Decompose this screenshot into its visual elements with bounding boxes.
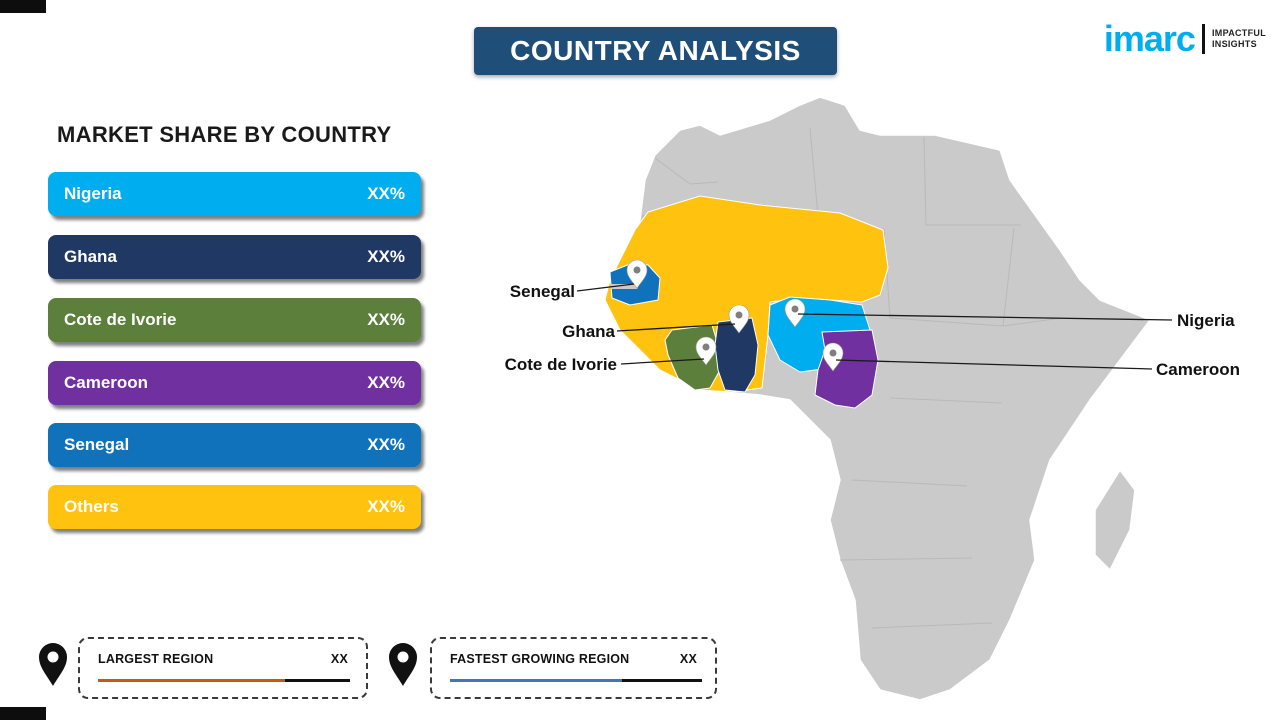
- market-share-bar-ghana: Ghana XX%: [48, 235, 421, 279]
- bar-label: Others: [64, 497, 119, 516]
- map-label-nigeria: Nigeria: [1177, 311, 1235, 330]
- largest-region-line: [98, 679, 350, 682]
- bar-value: XX%: [367, 310, 405, 329]
- corner-mark-bottom-left: [0, 707, 46, 720]
- map-region-ghana: [714, 317, 759, 393]
- map-region-cameroon: [814, 329, 879, 409]
- map-label-cote-de-ivorie: Cote de Ivorie: [504, 355, 617, 374]
- page-title: COUNTRY ANALYSIS: [510, 35, 801, 66]
- map-label-senegal: Senegal: [509, 282, 575, 301]
- map-label-ghana: Ghana: [562, 322, 615, 341]
- fastest-growing-region-line: [450, 679, 702, 682]
- country-borders: [641, 127, 1063, 629]
- imarc-wordmark: imarc: [1103, 18, 1196, 59]
- bar-label: Cameroon: [64, 373, 149, 392]
- logo-tagline-line1: IMPACTFUL: [1211, 28, 1266, 38]
- imarc-logo: imarc IMPACTFUL INSIGHTS: [1103, 18, 1266, 59]
- largest-region-legend: LARGEST REGION XX: [78, 637, 368, 699]
- market-share-bar-cote-de-ivorie: Cote de Ivorie XX%: [48, 298, 421, 342]
- map-pin-senegal: [626, 259, 648, 289]
- map-pin-cote-de-ivorie: [695, 336, 717, 366]
- logo-tagline: IMPACTFUL INSIGHTS: [1212, 28, 1266, 50]
- market-share-bar-nigeria: Nigeria XX%: [48, 172, 421, 216]
- fastest-growing-region-pin-icon: [389, 643, 417, 686]
- corner-mark-top-left: [0, 0, 46, 13]
- largest-region-value: XX: [330, 652, 348, 666]
- bar-value: XX%: [367, 435, 405, 454]
- market-share-bar-others: Others XX%: [48, 485, 421, 529]
- africa-continent-shape: [604, 96, 1151, 701]
- largest-region-label: LARGEST REGION: [98, 652, 214, 666]
- fastest-growing-region-label: FASTEST GROWING REGION: [450, 652, 630, 666]
- map-label-cameroon: Cameroon: [1156, 360, 1241, 379]
- gambia-strip: [610, 284, 638, 289]
- bar-label: Senegal: [64, 435, 130, 454]
- bar-value: XX%: [367, 373, 405, 392]
- market-share-bar-cameroon: Cameroon XX%: [48, 361, 421, 405]
- largest-region-pin-icon: [39, 643, 67, 686]
- bar-label: Ghana: [64, 247, 117, 266]
- fastest-growing-region-value: XX: [679, 652, 697, 666]
- title-banner: COUNTRY ANALYSIS: [474, 27, 837, 75]
- madagascar-shape: [1094, 469, 1136, 571]
- market-share-heading: MARKET SHARE BY COUNTRY: [57, 122, 392, 147]
- bar-value: XX%: [367, 497, 405, 516]
- fastest-growing-region-legend: FASTEST GROWING REGION XX: [430, 637, 717, 699]
- bar-value: XX%: [367, 247, 405, 266]
- logo-divider: [1201, 24, 1205, 54]
- bar-label: Cote de Ivorie: [64, 310, 177, 329]
- market-share-bar-senegal: Senegal XX%: [48, 423, 421, 467]
- africa-map: [604, 96, 1151, 701]
- logo-tagline-line2: INSIGHTS: [1211, 39, 1257, 49]
- bar-value: XX%: [367, 184, 405, 203]
- bar-label: Nigeria: [64, 184, 122, 203]
